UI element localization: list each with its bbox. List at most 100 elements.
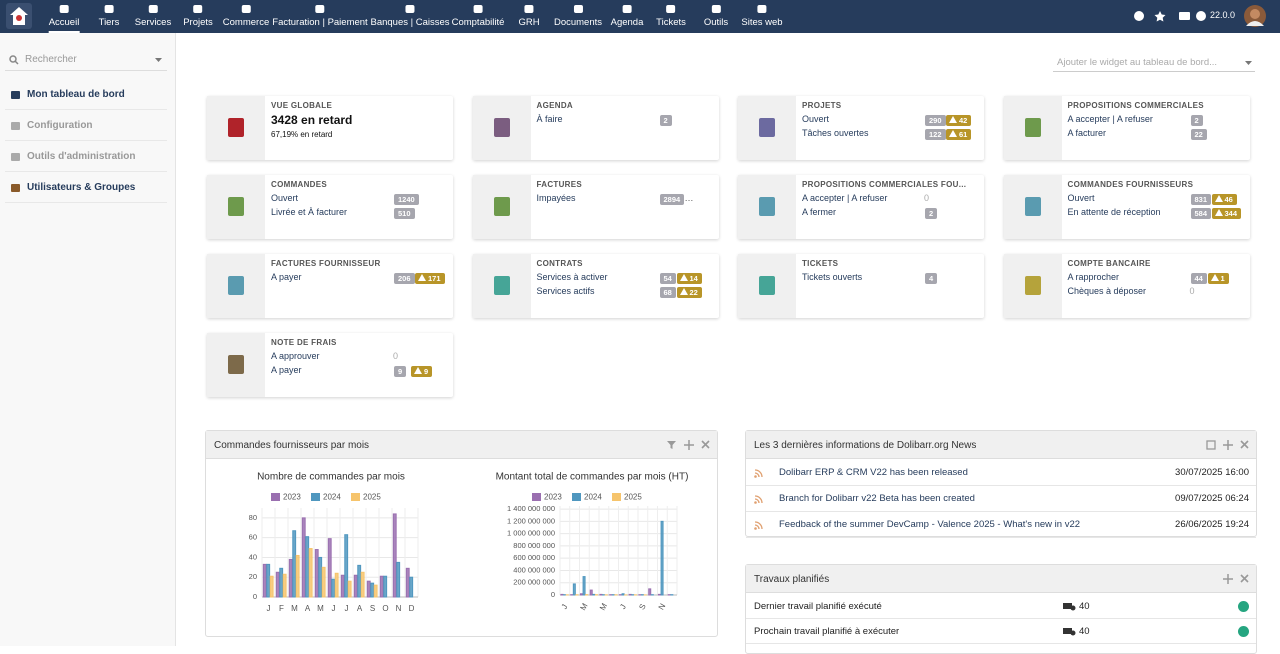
panel-actions[interactable] xyxy=(1206,440,1250,450)
sidebar-item[interactable]: Utilisateurs & Groupes xyxy=(5,173,167,203)
widget-box[interactable]: PROPOSITIONS COMMERCIALES FOU...A accept… xyxy=(738,175,984,239)
nav-label: Documents xyxy=(554,17,602,28)
panel-actions[interactable] xyxy=(1222,574,1250,584)
box-row-label: A accepter | A refuser xyxy=(802,193,887,203)
nav-item[interactable]: Tickets xyxy=(656,0,686,33)
box-count: 2894 xyxy=(660,194,685,205)
nav-item[interactable]: Sites web xyxy=(741,0,782,33)
nav-label: Tiers xyxy=(99,17,120,28)
widget-select[interactable]: Ajouter le widget au tableau de bord... xyxy=(1053,55,1255,72)
nav-item[interactable]: Services xyxy=(135,0,171,33)
avatar[interactable] xyxy=(1243,4,1267,28)
box-icon-area xyxy=(207,254,265,318)
nav-item[interactable]: Accueil xyxy=(49,0,80,33)
job-icon xyxy=(1063,602,1076,611)
news-link[interactable]: Dolibarr ERP & CRM V22 has been released xyxy=(779,467,968,478)
news-row: Dolibarr ERP & CRM V22 has been released… xyxy=(746,460,1256,486)
box-row-label: A payer xyxy=(271,272,302,282)
nav-label: Projets xyxy=(183,17,213,28)
nav-item[interactable]: Agenda xyxy=(611,0,644,33)
box-icon xyxy=(228,355,244,374)
nav-label: Sites web xyxy=(741,17,782,28)
nav-icon xyxy=(149,5,158,13)
box-count: 22 xyxy=(1191,129,1207,140)
nav-label: Commerce xyxy=(223,17,269,28)
nav-icon xyxy=(60,5,69,13)
news-link[interactable]: Branch for Dolibarr v22 Beta has been cr… xyxy=(779,493,975,504)
nav-item[interactable]: Projets xyxy=(183,0,213,33)
search-box[interactable]: Rechercher xyxy=(5,49,167,71)
nav-item[interactable]: Outils xyxy=(704,0,728,33)
box-count: 510 xyxy=(394,208,415,219)
box-title: COMPTE BANCAIRE xyxy=(1068,259,1151,268)
box-icon-area xyxy=(738,175,796,239)
nav-icon xyxy=(474,5,483,13)
nav-icon xyxy=(574,5,583,13)
box-title: PROJETS xyxy=(802,101,841,110)
sidebar-item[interactable]: Configuration xyxy=(5,111,167,141)
overview-sub: 67,19% en retard xyxy=(271,130,332,139)
news-date: 30/07/2025 16:00 xyxy=(1175,467,1249,478)
box-late-count: 22 xyxy=(690,288,698,297)
box-title: VUE GLOBALE xyxy=(271,101,332,110)
sidebar-item[interactable]: Mon tableau de bord xyxy=(5,80,167,110)
chart-panel: Commandes fournisseurs par mois xyxy=(205,430,718,637)
warning-icon xyxy=(1215,195,1223,202)
box-count: 9 xyxy=(394,366,406,377)
box-icon-area xyxy=(1004,96,1062,160)
nav-icon xyxy=(104,5,113,13)
box-icon-area xyxy=(473,175,531,239)
box-count: 0 xyxy=(393,351,398,361)
nav-tools[interactable] xyxy=(1130,8,1210,24)
panel-title: Travaux planifiés xyxy=(754,574,829,585)
box-title: TICKETS xyxy=(802,259,838,268)
panel-title: Les 3 dernières informations de Dolibarr… xyxy=(754,440,976,451)
warning-icon xyxy=(414,367,422,374)
nav-label: Services xyxy=(135,17,171,28)
news-link[interactable]: Feedback of the summer DevCamp - Valence… xyxy=(779,519,1080,530)
box-late-count: 344 xyxy=(1225,209,1238,218)
box-late: 42 xyxy=(946,115,971,126)
box-late: 1 xyxy=(1208,273,1229,284)
nav-item[interactable]: Facturation | Paiement xyxy=(272,0,367,33)
nav-item[interactable]: GRH xyxy=(518,0,539,33)
box-late: 9 xyxy=(411,366,432,377)
sidebar-item[interactable]: Outils d'administration xyxy=(5,142,167,172)
job-status xyxy=(1238,601,1249,612)
nav-item[interactable]: Comptabilité xyxy=(452,0,505,33)
box-late-count: 46 xyxy=(1225,195,1233,204)
box-icon xyxy=(228,118,244,137)
nav-item[interactable]: Banques | Caisses xyxy=(370,0,449,33)
nav-icon xyxy=(666,5,675,13)
nav-icon xyxy=(316,5,325,13)
box-late-count: 42 xyxy=(959,116,967,125)
panel-actions[interactable] xyxy=(667,440,711,450)
job-value: 40 xyxy=(1079,626,1090,637)
nav-item[interactable]: Commerce xyxy=(223,0,269,33)
box-late: 46 xyxy=(1212,194,1237,205)
box-count: 1240 xyxy=(394,194,419,205)
nav-icon xyxy=(622,5,631,13)
box-row-label: A rapprocher xyxy=(1068,272,1120,282)
nav-item[interactable]: Tiers xyxy=(99,0,120,33)
nav-item[interactable]: Documents xyxy=(554,0,602,33)
nav-icon xyxy=(711,5,720,13)
job-label: Dernier travail planifié exécuté xyxy=(754,601,882,612)
jobs-panel: Travaux planifiés Dernier travail planif… xyxy=(745,564,1257,654)
box-late: 171 xyxy=(415,273,445,284)
